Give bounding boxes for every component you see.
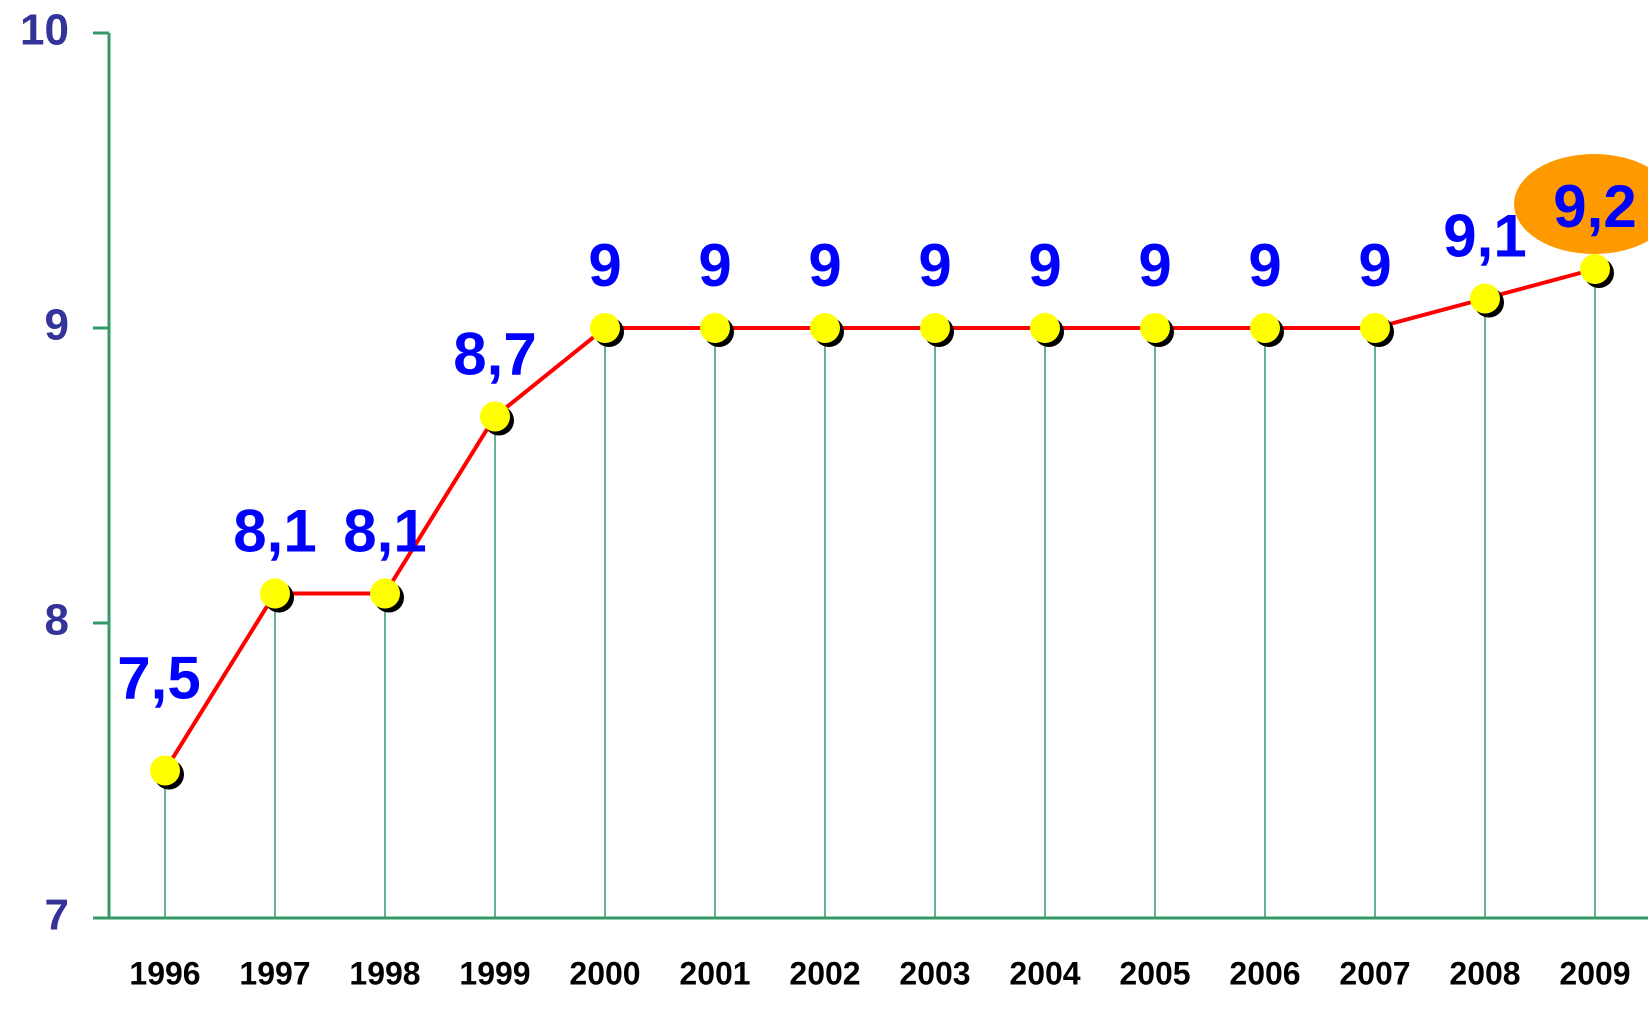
data-label: 9 xyxy=(1028,232,1061,299)
marker xyxy=(1140,313,1170,343)
data-label: 9 xyxy=(1138,232,1171,299)
data-label: 9 xyxy=(918,232,951,299)
x-tick-label: 2003 xyxy=(899,955,970,991)
x-tick-label: 2006 xyxy=(1229,955,1300,991)
data-label: 8,1 xyxy=(233,497,316,564)
marker xyxy=(1250,313,1280,343)
marker xyxy=(260,578,290,609)
data-label: 9 xyxy=(588,232,621,299)
x-tick-label: 2001 xyxy=(679,955,750,991)
x-tick-label: 1996 xyxy=(129,955,200,991)
x-tick-label: 1998 xyxy=(349,955,420,991)
x-tick-label: 2009 xyxy=(1559,955,1630,991)
data-label: 9,1 xyxy=(1443,202,1526,269)
marker xyxy=(480,401,510,432)
y-tick-label: 10 xyxy=(20,6,69,55)
data-label: 9 xyxy=(1248,232,1281,299)
y-tick-label: 8 xyxy=(45,596,69,645)
data-label: 7,5 xyxy=(117,644,200,711)
y-tick-label: 7 xyxy=(45,891,69,940)
x-tick-label: 2007 xyxy=(1339,955,1410,991)
x-tick-label: 1997 xyxy=(239,955,310,991)
x-tick-label: 2005 xyxy=(1119,955,1190,991)
x-tick-label: 2004 xyxy=(1009,955,1080,991)
x-tick-label: 2000 xyxy=(569,955,640,991)
data-label: 9 xyxy=(1358,232,1391,299)
x-tick-label: 2008 xyxy=(1449,955,1520,991)
marker xyxy=(590,313,620,343)
marker xyxy=(700,313,730,343)
y-tick-label: 9 xyxy=(45,301,69,350)
marker xyxy=(370,578,400,609)
marker xyxy=(920,313,950,343)
marker xyxy=(1470,283,1500,314)
data-label: 9 xyxy=(808,232,841,299)
data-label: 9,2 xyxy=(1553,173,1636,240)
line xyxy=(163,267,1596,772)
marker xyxy=(150,755,180,786)
x-tick-label: 2002 xyxy=(789,955,860,991)
marker xyxy=(1360,313,1390,343)
marker xyxy=(810,313,840,343)
x-tick-label: 1999 xyxy=(459,955,530,991)
data-label: 8,1 xyxy=(343,497,426,564)
highlight xyxy=(1514,154,1648,254)
marker xyxy=(1030,313,1060,343)
data-label: 9 xyxy=(698,232,731,299)
marker xyxy=(1580,254,1610,284)
data-label: 8,7 xyxy=(453,320,536,387)
